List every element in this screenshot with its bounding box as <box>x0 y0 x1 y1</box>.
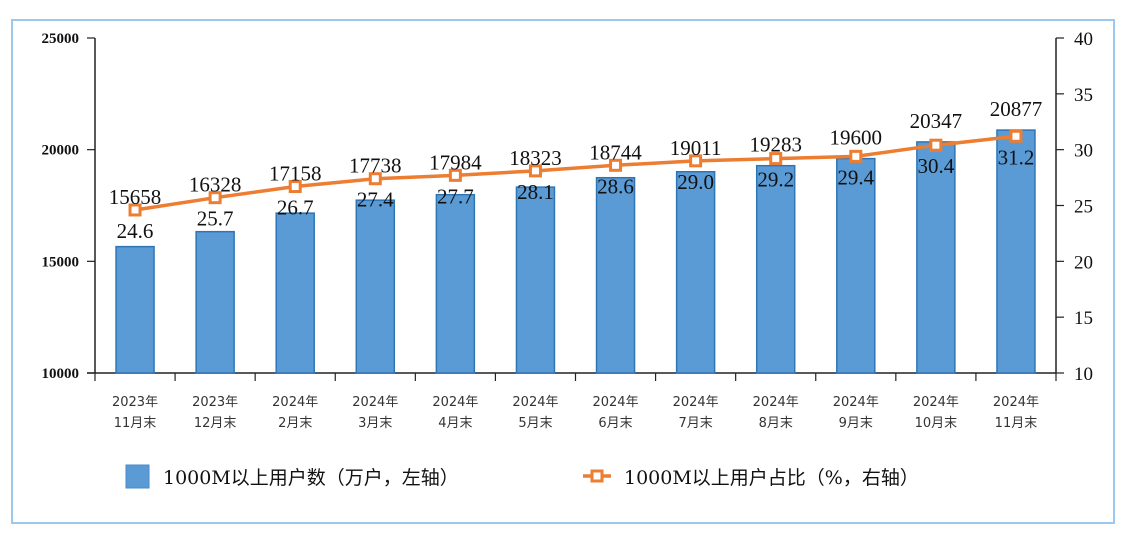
line-value-label: 27.7 <box>437 184 474 208</box>
line-value-label: 29.2 <box>757 168 794 192</box>
bar <box>115 245 155 374</box>
category-label-year: 2024年 <box>272 395 318 410</box>
category-label-year: 2024年 <box>833 395 879 410</box>
line-marker <box>208 191 222 205</box>
category-label-month: 2月末 <box>278 416 312 431</box>
category-label-month: 5月末 <box>518 416 552 431</box>
line-value-label: 29.4 <box>837 165 874 189</box>
line-marker <box>128 203 142 217</box>
bar-value-label: 19011 <box>670 136 722 160</box>
bar <box>755 164 796 374</box>
category-label-month: 11月末 <box>995 416 1038 431</box>
legend-line-marker <box>590 469 604 483</box>
legend-bar-swatch <box>125 464 150 489</box>
bar <box>916 141 956 374</box>
category-label-month: 10月末 <box>915 416 958 431</box>
left-tick-label: 10000 <box>42 366 80 382</box>
category-label-year: 2023年 <box>112 395 158 410</box>
right-tick-label: 30 <box>1074 141 1093 162</box>
line-series <box>134 134 1017 212</box>
line-value-label: 29.0 <box>677 170 714 194</box>
bar <box>836 157 876 374</box>
bar-value-label: 16328 <box>189 173 242 197</box>
category-label-year: 2024年 <box>592 395 638 410</box>
category-label-month: 7月末 <box>678 416 712 431</box>
line-value-label: 28.1 <box>517 180 554 204</box>
right-tick-label: 25 <box>1074 197 1093 218</box>
line-marker <box>929 138 943 152</box>
line-marker <box>609 158 623 172</box>
bar <box>515 186 556 374</box>
left-tick-label: 20000 <box>42 143 80 159</box>
bar-value-label: 20347 <box>910 109 963 133</box>
bar-value-label: 19283 <box>749 133 802 157</box>
line-marker <box>849 149 863 163</box>
category-label-month: 11月末 <box>114 416 157 431</box>
line-marker <box>368 172 382 186</box>
category-label-month: 8月末 <box>759 416 793 431</box>
category-label-month: 3月末 <box>358 416 392 431</box>
bar-value-label: 17984 <box>429 150 482 174</box>
line-marker <box>288 180 302 194</box>
line-value-label: 30.4 <box>918 154 955 178</box>
bar-value-label: 18744 <box>589 140 642 164</box>
right-tick-label: 20 <box>1074 252 1093 273</box>
category-label-year: 2024年 <box>913 395 959 410</box>
legend-line-label: 1000M以上用户占比（%，右轴） <box>624 467 919 489</box>
right-tick-label: 40 <box>1074 29 1093 50</box>
bar <box>195 230 235 374</box>
left-tick-label: 15000 <box>42 254 80 270</box>
right-tick-label: 35 <box>1074 85 1093 106</box>
right-tick-label: 15 <box>1074 308 1093 329</box>
line-value-label: 27.4 <box>357 188 394 212</box>
category-label-month: 12月末 <box>194 416 237 431</box>
line-marker <box>448 168 462 182</box>
line-value-label: 26.7 <box>277 196 314 220</box>
category-label-month: 4月末 <box>438 416 472 431</box>
category-label-year: 2024年 <box>993 395 1039 410</box>
line-value-label: 28.6 <box>597 174 634 198</box>
bar-value-label: 17738 <box>349 154 402 178</box>
chart-frame <box>11 19 1115 524</box>
category-label-year: 2024年 <box>753 395 799 410</box>
bar <box>675 171 716 374</box>
bar <box>435 193 476 374</box>
category-label-year: 2023年 <box>192 395 238 410</box>
bar-value-label: 15658 <box>109 185 162 209</box>
right-tick-label: 10 <box>1074 364 1093 385</box>
category-label-year: 2024年 <box>432 395 478 410</box>
bar <box>275 212 315 374</box>
category-label-month: 9月末 <box>839 416 873 431</box>
line-marker <box>769 152 783 166</box>
category-label-month: 6月末 <box>598 416 632 431</box>
category-label-year: 2024年 <box>352 395 398 410</box>
line-value-label: 24.6 <box>117 219 154 243</box>
left-tick-label: 25000 <box>42 31 80 47</box>
bar <box>595 176 636 374</box>
bar-value-label: 18323 <box>509 146 562 170</box>
line-marker <box>689 154 703 168</box>
bar-value-label: 20877 <box>990 97 1043 121</box>
category-label-year: 2024年 <box>512 395 558 410</box>
bar-value-label: 17158 <box>269 162 322 186</box>
line-value-label: 31.2 <box>998 145 1035 169</box>
bar <box>355 199 396 374</box>
line-marker <box>1009 129 1023 143</box>
category-label-year: 2024年 <box>673 395 719 410</box>
line-marker <box>528 164 542 178</box>
legend-bar-label: 1000M以上用户数（万户，左轴） <box>163 467 459 489</box>
line-value-label: 25.7 <box>197 207 234 231</box>
bar-value-label: 19600 <box>830 126 883 150</box>
